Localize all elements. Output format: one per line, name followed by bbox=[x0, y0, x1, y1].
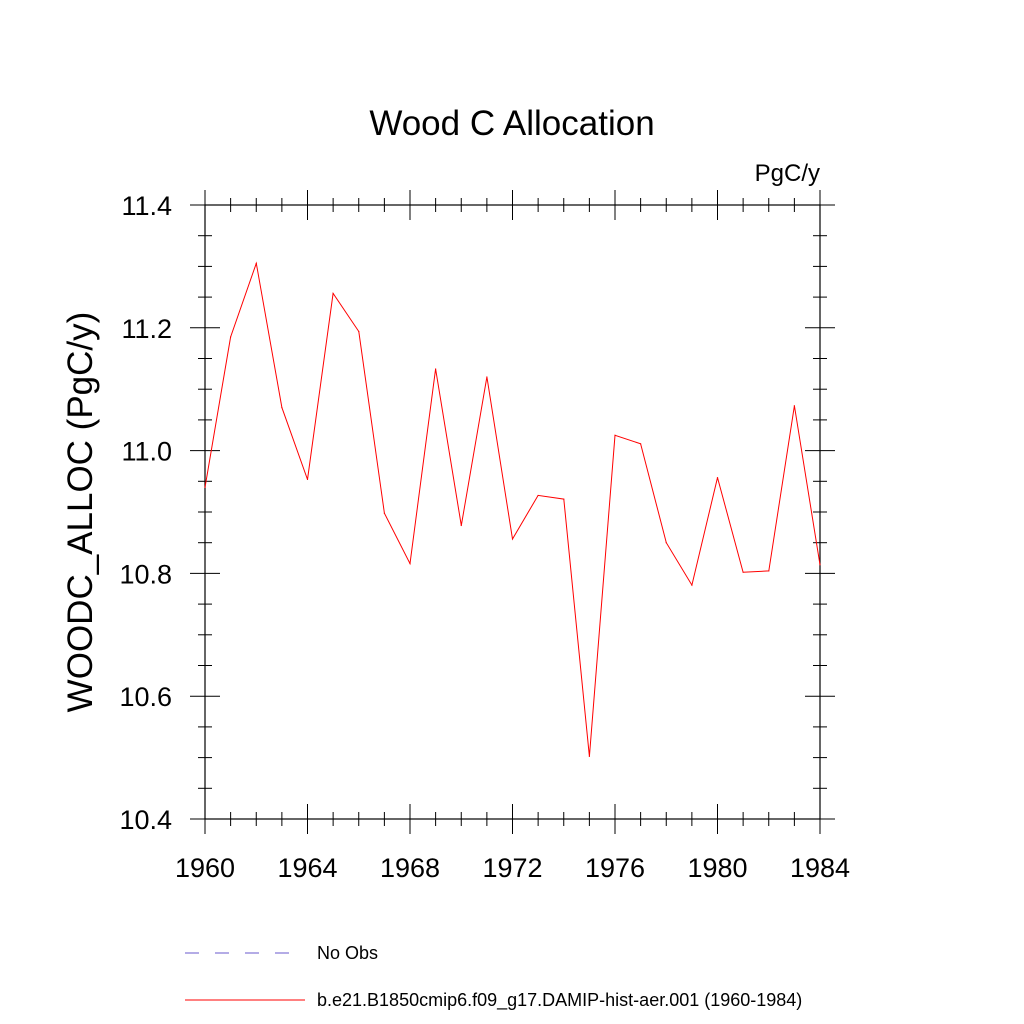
data-point bbox=[511, 538, 514, 540]
data-point bbox=[665, 542, 667, 544]
data-point bbox=[281, 407, 283, 409]
data-point bbox=[716, 477, 719, 479]
y-tick-label: 10.4 bbox=[119, 805, 172, 835]
legend-label-no-obs: No Obs bbox=[317, 943, 378, 963]
series-layer bbox=[204, 261, 821, 757]
y-tick-label: 10.8 bbox=[119, 559, 172, 589]
x-tick-label: 1980 bbox=[687, 853, 747, 883]
data-point bbox=[691, 584, 693, 586]
data-point bbox=[793, 405, 795, 407]
data-point bbox=[435, 368, 437, 370]
x-tick-label: 1984 bbox=[790, 853, 850, 883]
data-point bbox=[588, 755, 590, 757]
units-label: PgC/y bbox=[755, 160, 820, 187]
series-line bbox=[204, 261, 821, 757]
data-point bbox=[255, 262, 257, 264]
y-tick-label: 11.2 bbox=[121, 314, 172, 344]
data-point bbox=[563, 498, 565, 500]
x-tick-label: 1964 bbox=[277, 853, 337, 883]
data-point bbox=[358, 330, 360, 333]
data-point bbox=[537, 494, 539, 497]
axis-ticks bbox=[190, 190, 835, 834]
data-point bbox=[204, 486, 206, 489]
data-point bbox=[306, 478, 309, 481]
data-point bbox=[230, 336, 232, 338]
y-axis-label: WOODC_ALLOC (PgC/y) bbox=[61, 312, 100, 713]
y-tick-label: 10.6 bbox=[119, 682, 172, 712]
data-point bbox=[460, 524, 462, 527]
x-tick-label: 1976 bbox=[585, 853, 645, 883]
x-tick-label: 1960 bbox=[175, 853, 235, 883]
chart-title: Wood C Allocation bbox=[369, 104, 654, 143]
data-point bbox=[614, 434, 616, 436]
legend-label-series: b.e21.B1850cmip6.f09_g17.DAMIP-hist-aer.… bbox=[317, 990, 802, 1011]
data-point bbox=[383, 512, 385, 514]
data-point bbox=[486, 376, 488, 378]
tick-labels: 1960 1964 1968 1972 1976 1980 1984 10.4 10.6 10.8… bbox=[119, 191, 850, 883]
data-point bbox=[409, 562, 411, 565]
data-point bbox=[332, 292, 334, 295]
data-point bbox=[742, 571, 744, 573]
data-point bbox=[819, 564, 821, 566]
legend: No Obs b.e21.B1850cmip6.f09_g17.DAMIP-hi… bbox=[185, 943, 802, 1011]
data-point bbox=[768, 570, 770, 572]
x-tick-label: 1972 bbox=[482, 853, 542, 883]
y-tick-label: 11.4 bbox=[121, 191, 172, 221]
data-point bbox=[640, 443, 642, 445]
x-tick-label: 1968 bbox=[380, 853, 440, 883]
y-tick-label: 11.0 bbox=[121, 437, 172, 467]
plot-frame bbox=[204, 204, 821, 820]
